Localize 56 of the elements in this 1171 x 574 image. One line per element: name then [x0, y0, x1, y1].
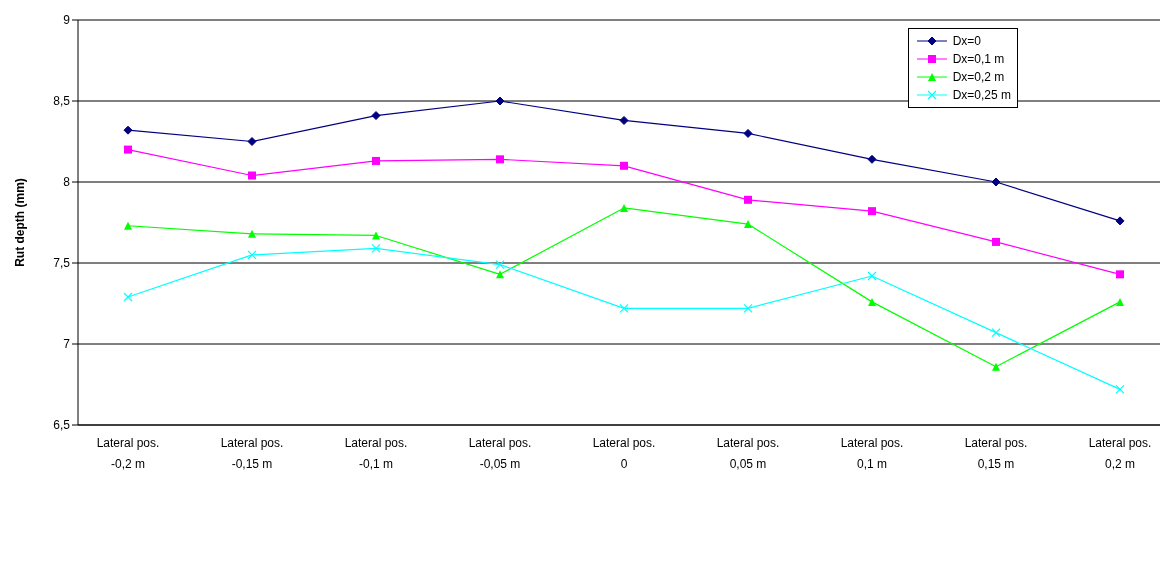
- point: [372, 231, 380, 240]
- x-tick-label: Lateral pos. 0: [592, 436, 656, 471]
- point: [991, 328, 1001, 338]
- y-tick-label: 9: [63, 13, 71, 28]
- point: [620, 203, 628, 212]
- point: [992, 237, 1000, 246]
- point: [867, 271, 877, 281]
- y-tick-label: 6,5: [53, 418, 71, 433]
- legend-label: Dx=0,1 m: [952, 52, 1005, 66]
- x-tick-label: Lateral pos. -0,05 m: [468, 436, 532, 471]
- point: [123, 292, 133, 302]
- x-tick-label: Lateral pos. -0,1 m: [344, 436, 408, 471]
- point: [1116, 297, 1124, 306]
- y-tick-label: 7,5: [53, 256, 71, 271]
- point: [1115, 216, 1125, 226]
- point: [743, 128, 753, 138]
- y-tick-label: 8,5: [53, 94, 71, 109]
- point: [371, 111, 381, 121]
- point: [247, 250, 257, 260]
- point: [371, 243, 381, 254]
- x-tick-label: Lateral pos. 0,15 m: [964, 436, 1028, 471]
- point: [620, 161, 628, 170]
- point: [992, 362, 1000, 371]
- point: [868, 207, 876, 216]
- legend-label: Dx=0: [952, 34, 981, 48]
- y-tick-label: 8: [63, 175, 71, 190]
- x-tick-label: Lateral pos. -0,15 m: [220, 436, 284, 471]
- point: [619, 303, 629, 313]
- point: [744, 195, 752, 204]
- point: [868, 297, 876, 306]
- y-tick-label: 7: [63, 337, 71, 352]
- point: [124, 145, 132, 154]
- x-tick-label: Lateral pos. 0,05 m: [716, 436, 780, 471]
- y-axis-title: Rut depth (mm): [13, 178, 28, 267]
- x-tick-label: Lateral pos. 0,1 m: [840, 436, 904, 471]
- legend-label: Dx=0,25 m: [952, 88, 1011, 102]
- point: [495, 260, 505, 270]
- point: [867, 154, 877, 164]
- point: [248, 229, 256, 238]
- point: [123, 125, 133, 135]
- point: [496, 155, 504, 164]
- point: [495, 96, 505, 106]
- point: [744, 220, 752, 229]
- x-tick-label: Lateral pos. 0,2 m: [1088, 436, 1152, 471]
- point: [743, 303, 753, 313]
- point: [1115, 384, 1125, 394]
- point: [1116, 270, 1124, 279]
- point: [991, 177, 1001, 187]
- point: [248, 171, 256, 180]
- point: [619, 115, 629, 125]
- x-tick-label: Lateral pos. -0,2 m: [96, 436, 160, 471]
- point: [247, 137, 257, 146]
- point: [124, 221, 132, 230]
- legend-label: Dx=0,2 m: [952, 70, 1005, 84]
- point: [372, 156, 380, 165]
- point: [496, 270, 504, 279]
